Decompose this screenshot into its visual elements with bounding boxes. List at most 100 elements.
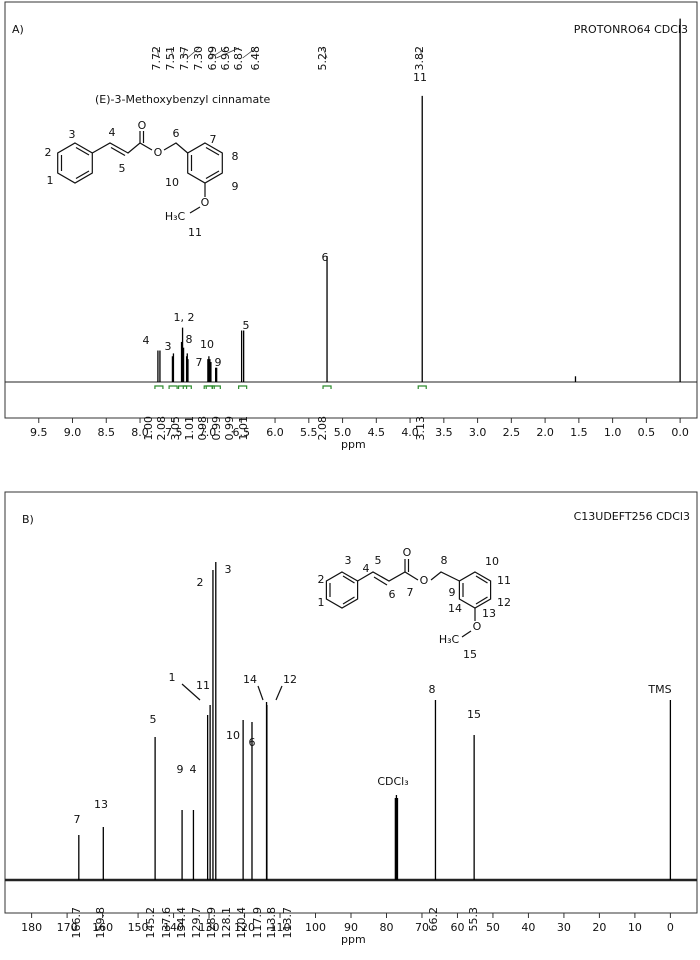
atom-label: 13 (482, 607, 496, 620)
bond (189, 206, 201, 214)
peak-label: 10 (226, 729, 240, 742)
atom-label: 4 (109, 126, 116, 139)
peak-shift-label: 159.8 (94, 907, 107, 939)
peak-shift-label: 6.96 (219, 46, 232, 71)
x-tick-label: 9.0 (64, 426, 82, 439)
atom-label: 2 (318, 573, 325, 586)
atom-label: 10 (165, 176, 179, 189)
integral (168, 385, 178, 389)
x-tick-label: 20 (592, 921, 606, 934)
integral (182, 385, 192, 389)
atom-label: 3 (69, 128, 76, 141)
x-tick-label: 2.0 (536, 426, 554, 439)
peak-shift-label: 145.2 (144, 907, 157, 939)
atom-label: O (420, 574, 429, 587)
integral-label: 0.99 (210, 416, 223, 441)
x-tick-label: 7.5 (165, 426, 183, 439)
atom-label: H₃C (439, 633, 460, 646)
peak-label: 13 (94, 798, 108, 811)
peak-label: 12 (283, 673, 297, 686)
atom-label: O (473, 620, 482, 633)
peak-shift-label: 134.4 (175, 907, 188, 939)
integral (322, 385, 332, 389)
x-tick-label: 10 (628, 921, 642, 934)
x-tick-label: 1.5 (570, 426, 588, 439)
x-tick-label: 7.0 (199, 426, 217, 439)
structure-b (325, 559, 492, 638)
atom-label: 2 (45, 146, 52, 159)
x-tick-label: 5.5 (300, 426, 318, 439)
integral (177, 385, 188, 389)
bond (57, 142, 93, 184)
bond (430, 571, 460, 582)
panel-label: B) (22, 513, 34, 526)
integral (417, 385, 427, 389)
integral-label: 0.98 (196, 416, 209, 441)
leader-line (181, 683, 201, 701)
atom-label: 5 (119, 162, 126, 175)
x-tick-label: 3.5 (435, 426, 453, 439)
x-tick-label: 3.0 (469, 426, 487, 439)
peak-label: 15 (467, 708, 481, 721)
x-tick-label: 40 (521, 921, 535, 934)
peak-label: 6 (249, 736, 256, 749)
bond (75, 170, 90, 180)
peak-shift-label: 6.99 (206, 46, 219, 71)
atom-label: 3 (345, 554, 352, 567)
integral (238, 385, 248, 389)
peak-label: 3 (225, 563, 232, 576)
x-tick-label: 8.5 (98, 426, 116, 439)
peak-shift-label: 55.3 (467, 907, 480, 932)
leader-line (156, 47, 160, 59)
leader-line (182, 47, 186, 59)
leader-line (275, 685, 283, 701)
compound-name: (E)-3-Methoxybenzyl cinnamate (95, 93, 271, 106)
x-tick-label: 8.0 (131, 426, 149, 439)
peak-label: 14 (243, 673, 257, 686)
x-tick-label: 110 (270, 921, 291, 934)
integral (205, 385, 215, 389)
x-tick-label: 160 (92, 921, 113, 934)
atom-label: 15 (463, 648, 477, 661)
peak-shift-label: 117.9 (251, 907, 264, 939)
peak-label: 8 (429, 683, 436, 696)
x-tick-label: 5.0 (334, 426, 352, 439)
leader-line (419, 47, 423, 59)
x-tick-label: 4.5 (368, 426, 386, 439)
integral-label: 3.05 (169, 416, 182, 441)
atom-label: 5 (375, 554, 382, 567)
peak-label: 4 (143, 334, 150, 347)
bond (458, 571, 492, 609)
leader-line (257, 685, 264, 701)
x-tick-label: 100 (305, 921, 326, 934)
bond (461, 630, 472, 638)
x-tick-label: 90 (344, 921, 358, 934)
bond (75, 146, 90, 156)
peak-label: 1, 2 (174, 311, 195, 324)
peak-shift-label: 129.7 (190, 907, 203, 939)
atom-label: 8 (232, 150, 239, 163)
x-tick-label: 120 (234, 921, 255, 934)
atom-label: O (154, 146, 163, 159)
leader-line (210, 47, 227, 59)
chart-title: PROTONRO64 CDCl3 (574, 23, 688, 36)
leaders-b (181, 683, 283, 701)
peak-label: CDCl₃ (377, 775, 408, 788)
atom-label: 12 (497, 596, 511, 609)
leader-line (322, 47, 328, 59)
peak-shift-label: 7.72 (150, 46, 163, 71)
x-tick-label: 60 (450, 921, 464, 934)
atom-label: O (403, 546, 412, 559)
integral-label: 1.00 (142, 416, 155, 441)
peak-shift-label: 66.2 (427, 907, 440, 932)
peak-shift-label: 3.82 (413, 46, 426, 71)
leader-line (207, 47, 214, 59)
peak-label: 9 (215, 356, 222, 369)
x-tick-label: 2.5 (503, 426, 521, 439)
peak-label: 7 (74, 813, 81, 826)
integral-label: 1.01 (237, 416, 250, 441)
structure-a (57, 131, 223, 214)
leader-line (187, 47, 200, 59)
